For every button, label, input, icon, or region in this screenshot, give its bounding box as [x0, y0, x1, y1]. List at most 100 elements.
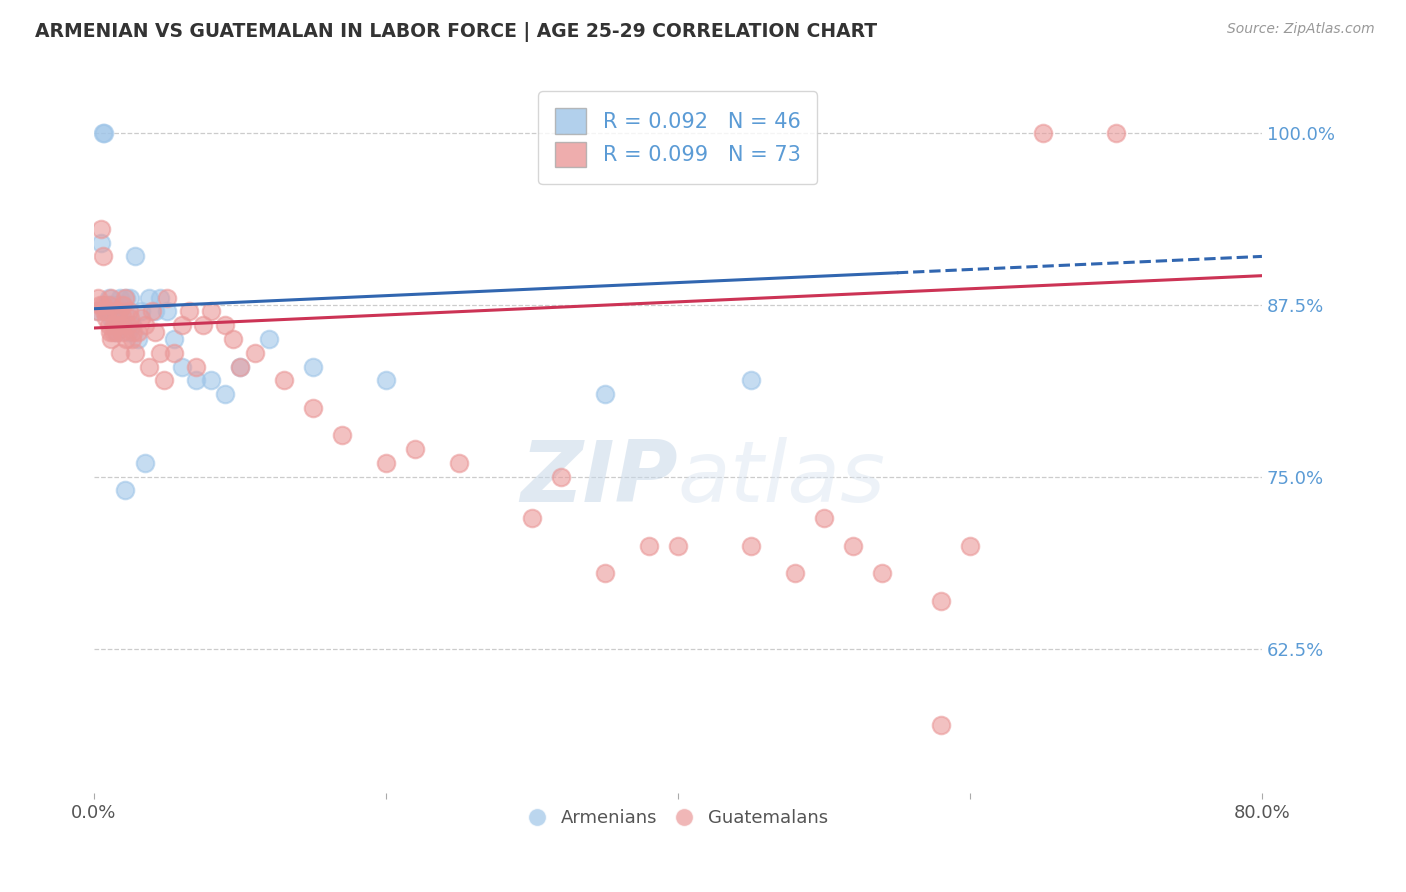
- Point: [100, 291, 122, 305]
- Point: [91, 297, 114, 311]
- Point: [111, 325, 134, 339]
- Point: [104, 304, 127, 318]
- Point: [200, 304, 222, 318]
- Point: [108, 318, 131, 333]
- Point: [666, 539, 689, 553]
- Point: [637, 539, 659, 553]
- Point: [740, 539, 762, 553]
- Point: [127, 325, 149, 339]
- Point: [105, 318, 128, 333]
- Point: [98, 297, 121, 311]
- Point: [111, 304, 134, 318]
- Point: [105, 304, 128, 318]
- Point: [98, 304, 121, 318]
- Point: [929, 593, 952, 607]
- Point: [229, 359, 252, 374]
- Legend: Armenians, Guatemalans: Armenians, Guatemalans: [520, 802, 835, 834]
- Point: [550, 469, 572, 483]
- Point: [108, 297, 131, 311]
- Point: [121, 318, 143, 333]
- Point: [200, 373, 222, 387]
- Point: [163, 346, 186, 360]
- Point: [214, 318, 236, 333]
- Point: [112, 297, 135, 311]
- Point: [138, 359, 160, 374]
- Point: [97, 318, 120, 333]
- Point: [94, 311, 117, 326]
- Point: [184, 373, 207, 387]
- Point: [117, 318, 139, 333]
- Point: [115, 332, 138, 346]
- Point: [120, 311, 142, 326]
- Point: [1032, 126, 1054, 140]
- Point: [129, 311, 152, 326]
- Point: [96, 304, 118, 318]
- Point: [149, 291, 172, 305]
- Point: [101, 325, 124, 339]
- Point: [163, 332, 186, 346]
- Point: [593, 387, 616, 401]
- Point: [93, 304, 115, 318]
- Point: [100, 332, 122, 346]
- Point: [447, 456, 470, 470]
- Point: [101, 304, 124, 318]
- Point: [90, 222, 112, 236]
- Point: [143, 325, 166, 339]
- Point: [156, 291, 179, 305]
- Point: [593, 566, 616, 580]
- Point: [330, 428, 353, 442]
- Point: [100, 311, 122, 326]
- Point: [103, 297, 125, 311]
- Point: [103, 318, 125, 333]
- Point: [520, 511, 543, 525]
- Point: [107, 304, 129, 318]
- Point: [117, 325, 139, 339]
- Point: [129, 304, 152, 318]
- Point: [929, 717, 952, 731]
- Point: [1105, 126, 1128, 140]
- Point: [97, 291, 120, 305]
- Point: [302, 359, 325, 374]
- Point: [122, 325, 145, 339]
- Point: [97, 297, 120, 311]
- Point: [86, 304, 108, 318]
- Point: [170, 359, 193, 374]
- Point: [813, 511, 835, 525]
- Point: [214, 387, 236, 401]
- Point: [134, 456, 156, 470]
- Point: [90, 235, 112, 250]
- Point: [842, 539, 865, 553]
- Point: [257, 332, 280, 346]
- Text: ZIP: ZIP: [520, 437, 678, 520]
- Point: [221, 332, 243, 346]
- Point: [374, 456, 396, 470]
- Point: [114, 483, 136, 498]
- Point: [177, 304, 200, 318]
- Point: [783, 566, 806, 580]
- Point: [104, 325, 127, 339]
- Point: [872, 566, 894, 580]
- Text: atlas: atlas: [678, 437, 886, 520]
- Point: [87, 291, 110, 305]
- Point: [98, 325, 121, 339]
- Point: [121, 332, 143, 346]
- Point: [104, 318, 127, 333]
- Point: [96, 304, 118, 318]
- Point: [374, 373, 396, 387]
- Point: [138, 291, 160, 305]
- Point: [740, 373, 762, 387]
- Point: [404, 442, 426, 457]
- Point: [156, 304, 179, 318]
- Point: [108, 346, 131, 360]
- Point: [124, 346, 146, 360]
- Point: [124, 249, 146, 263]
- Point: [120, 291, 142, 305]
- Point: [170, 318, 193, 333]
- Point: [89, 297, 111, 311]
- Point: [118, 304, 141, 318]
- Point: [149, 346, 172, 360]
- Point: [229, 359, 252, 374]
- Point: [108, 291, 131, 305]
- Point: [243, 346, 266, 360]
- Point: [91, 249, 114, 263]
